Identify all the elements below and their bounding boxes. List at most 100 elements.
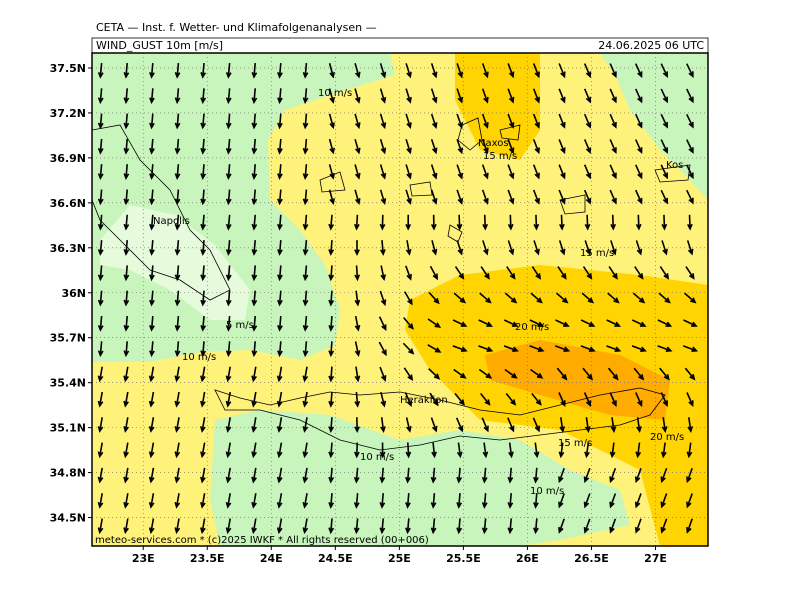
wind-arrow <box>251 240 258 256</box>
wind-arrow <box>686 189 694 205</box>
wind-arrow <box>225 417 232 433</box>
wind-arrow <box>123 240 130 256</box>
wind-arrow <box>276 518 283 535</box>
wind-arrow <box>251 164 258 181</box>
wind-arrow <box>635 214 642 231</box>
wind-arrow <box>609 88 617 104</box>
wind-arrow <box>174 518 181 535</box>
wind-arrow <box>225 164 232 181</box>
wind-arrow <box>508 442 514 459</box>
wind-arrow <box>277 240 283 256</box>
wind-arrow <box>631 345 647 352</box>
wind-arrow <box>328 493 335 509</box>
wind-arrow <box>481 518 488 535</box>
lon-tick-label: 26.5E <box>574 552 609 565</box>
wind-arrow <box>302 391 309 408</box>
wind-arrow <box>405 189 412 205</box>
wind-arrow <box>200 518 206 535</box>
wind-arrow <box>353 518 360 535</box>
wind-arrow <box>302 315 309 332</box>
wind-arrow <box>686 493 693 509</box>
wind-arrow <box>456 113 464 129</box>
lat-tick-label: 35.1N <box>50 422 86 435</box>
wind-arrow <box>354 417 360 434</box>
wind-arrow <box>530 292 543 304</box>
wind-arrow <box>504 292 518 304</box>
wind-arrow <box>403 291 413 306</box>
lon-tick-label: 25E <box>388 552 411 565</box>
wind-arrow <box>123 214 130 231</box>
wind-arrow <box>328 214 335 231</box>
wind-arrow <box>452 345 468 352</box>
wind-arrow <box>328 63 335 79</box>
wind-arrow <box>427 318 442 329</box>
wind-arrow <box>478 345 494 352</box>
wind-arrow <box>660 189 669 205</box>
wind-arrow <box>580 345 596 352</box>
wind-arrow <box>149 240 155 256</box>
wind-arrow <box>403 367 414 381</box>
wind-arrow <box>225 391 232 408</box>
wind-arrow <box>660 63 669 79</box>
wind-arrow <box>478 319 493 327</box>
wind-arrow <box>554 345 571 352</box>
wind-arrow <box>200 138 207 155</box>
wind-arrow <box>557 266 567 280</box>
wind-arrow <box>584 442 590 459</box>
wind-arrow <box>328 138 335 155</box>
wind-arrow <box>200 290 207 307</box>
wind-arrow <box>353 214 360 231</box>
wind-arrow <box>687 214 693 231</box>
footer: meteo-services.com * (c)2025 IWKF * All … <box>95 535 429 546</box>
wind-arrow <box>533 518 539 535</box>
wind-arrow <box>582 266 593 280</box>
wind-arrow <box>507 189 515 205</box>
wind-arrow <box>584 214 591 231</box>
wind-arrow <box>529 319 545 327</box>
wind-arrow <box>251 62 258 79</box>
wind-arrow <box>328 240 335 256</box>
wind-arrow <box>302 138 309 155</box>
wind-arrow <box>559 417 566 433</box>
wind-arrow <box>354 290 361 307</box>
wind-arrow <box>379 138 387 155</box>
wind-arrow <box>379 113 387 130</box>
wind-arrow <box>456 164 464 180</box>
wind-arrow <box>379 493 386 509</box>
lat-tick-label: 37.5N <box>50 62 86 75</box>
wind-arrow <box>481 493 488 509</box>
wind-arrow <box>302 164 309 181</box>
wind-arrow <box>328 315 335 332</box>
wind-arrow <box>251 189 258 206</box>
wind-arrow <box>686 88 694 104</box>
wind-arrow <box>583 189 592 205</box>
wind-arrow <box>354 315 361 332</box>
wind-arrow <box>328 341 335 358</box>
wind-arrow <box>277 138 283 155</box>
wind-arrow <box>200 88 207 105</box>
wind-arrow <box>276 493 283 509</box>
wind-arrow <box>631 319 647 327</box>
wind-arrow <box>200 214 207 231</box>
wind-arrow <box>634 113 643 129</box>
wind-arrow <box>276 391 283 408</box>
wind-arrow <box>354 63 361 79</box>
wind-arrow <box>686 164 694 180</box>
wind-arrow <box>634 63 643 79</box>
wind-arrow <box>558 442 565 459</box>
wind-arrow <box>123 62 130 79</box>
wind-arrow <box>200 164 207 181</box>
wind-arrow <box>225 341 232 358</box>
wind-arrow <box>507 518 514 535</box>
wind-arrow <box>507 88 515 104</box>
wind-arrow <box>251 341 258 358</box>
lon-tick-label: 25.5E <box>446 552 481 565</box>
wind-arrow <box>658 292 671 304</box>
lat-tick-label: 36.9N <box>50 152 86 165</box>
wind-arrow <box>634 139 643 154</box>
wind-arrow <box>97 265 104 282</box>
wind-arrow <box>430 63 438 79</box>
wind-arrow <box>531 392 542 406</box>
wind-arrow <box>277 62 283 79</box>
wind-arrow <box>634 189 643 205</box>
